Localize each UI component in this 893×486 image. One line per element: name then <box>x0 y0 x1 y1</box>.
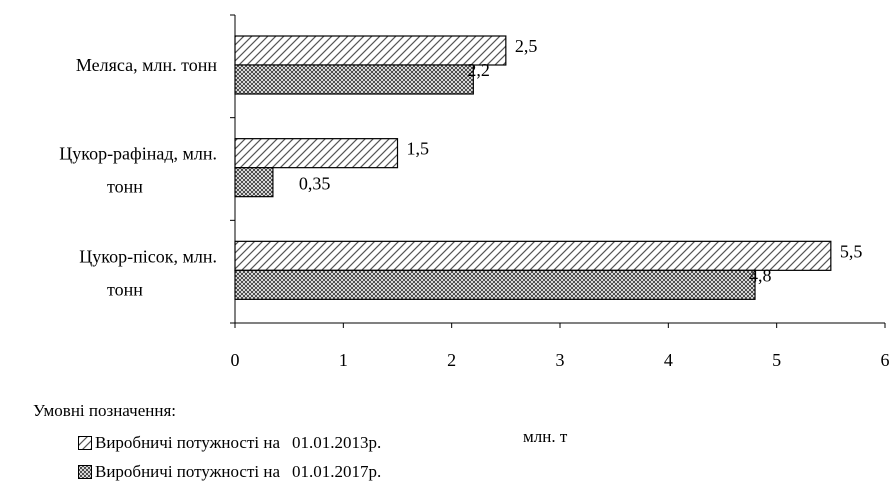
x-tick-label: 2 <box>447 350 456 370</box>
data-label: 5,5 <box>840 241 863 261</box>
legend-title: Умовні позначення: <box>33 401 177 420</box>
labels-group: 2,5 2,2 Меляса, млн. тонн 1,5 0,35 Цукор-рафі… <box>59 36 889 370</box>
category-label: тонн <box>107 177 143 197</box>
bar <box>234 64 474 95</box>
x-tick-label: 1 <box>339 350 348 370</box>
bar <box>234 269 756 300</box>
category-label: тонн <box>107 279 143 299</box>
data-label: 4,8 <box>749 265 772 285</box>
axes-group <box>230 14 886 328</box>
bar <box>234 35 507 66</box>
data-label: 1,5 <box>407 139 430 159</box>
category-label: Меляса, млн. тонн <box>76 55 217 75</box>
legend-swatch-hatch <box>78 436 92 450</box>
legend-item-date: 01.01.2013р. <box>292 433 382 452</box>
bars-group <box>234 35 832 300</box>
bar <box>234 167 274 198</box>
legend-item-label: Виробничі потужності на <box>95 433 281 452</box>
x-tick-label: 6 <box>881 350 890 370</box>
data-label: 2,2 <box>467 60 490 80</box>
data-label: 0,35 <box>299 174 331 194</box>
legend-swatch-crosshatch <box>78 465 92 479</box>
category-label: Цукор-рафінад, млн. <box>59 144 217 164</box>
data-label: 2,5 <box>515 36 538 56</box>
category-label: Цукор-пісок, млн. <box>79 246 217 266</box>
x-tick-label: 5 <box>772 350 781 370</box>
legend-item-date: 01.01.2017р. <box>292 462 382 481</box>
x-tick-label: 4 <box>664 350 673 370</box>
bar <box>234 240 832 271</box>
x-axis-label: млн. т <box>523 427 568 446</box>
x-tick-label: 3 <box>556 350 565 370</box>
legend-item-2017: Виробничі потужності на 01.01.2017р. <box>78 462 381 482</box>
legend-item-label: Виробничі потужності на <box>95 462 281 481</box>
x-tick-label: 0 <box>231 350 240 370</box>
bar <box>234 138 399 169</box>
legend-item-2013: Виробничі потужності на 01.01.2013р. <box>78 433 381 453</box>
